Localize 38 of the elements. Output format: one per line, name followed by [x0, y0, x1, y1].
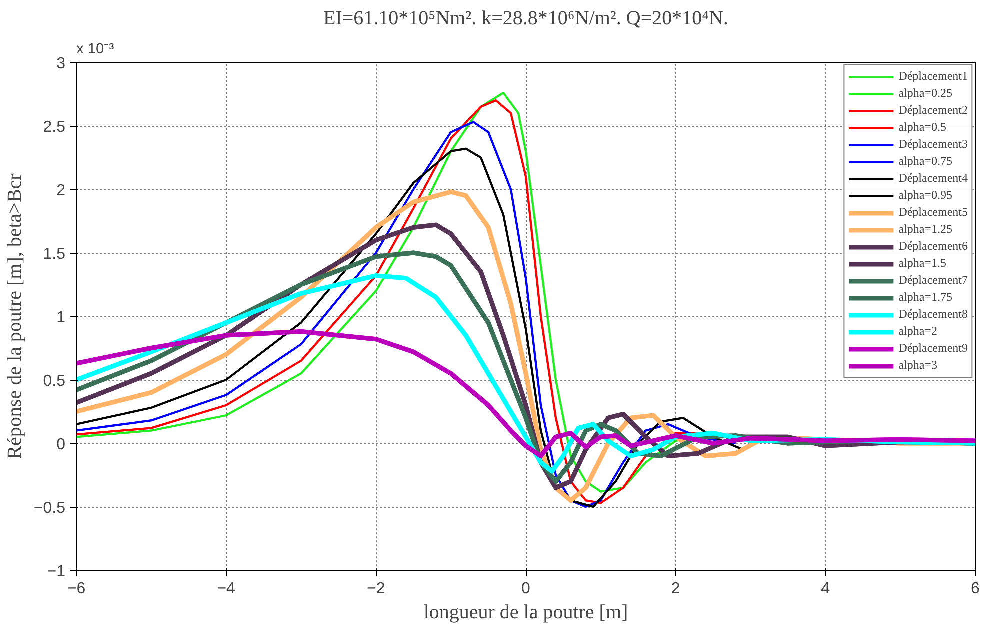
y-tick-label: 0 [56, 436, 66, 454]
text: x 10⁻³ [76, 42, 114, 58]
y-axis-title: Réponse de la poutre [m], beta>Bcr [4, 173, 26, 460]
y-tick-label: 0.5 [43, 373, 66, 390]
legend-label: Déplacement3 [898, 137, 968, 152]
legend-label: Déplacement4 [898, 171, 968, 186]
y-tick-label: −0.5 [34, 500, 66, 517]
x-tick-label: −4 [217, 580, 236, 598]
legend-label: alpha=2 [898, 324, 938, 339]
legend-label: alpha=0.95 [898, 188, 952, 203]
legend-label: alpha=1.75 [898, 290, 952, 305]
chart-title: EI=61.10*10⁵Nm². k=28.8*10⁶N/m². Q=20*10⁴N. [323, 8, 729, 30]
legend-label: alpha=0.25 [898, 86, 952, 101]
legend-label: alpha=1.5 [898, 256, 946, 271]
x-tick-label: 6 [971, 580, 980, 598]
legend-label: alpha=0.75 [898, 154, 952, 169]
y-tick-label: 3 [56, 56, 66, 72]
legend-label: alpha=1.25 [898, 222, 952, 237]
y-tick-label: −1 [47, 564, 66, 580]
x-tick-label: 4 [821, 580, 830, 598]
legend-label: Déplacement6 [898, 239, 968, 254]
x-tick-label: −2 [367, 580, 386, 598]
x-tick-label: 2 [671, 580, 680, 598]
legend-label: Déplacement2 [898, 103, 968, 118]
x-tick-label: 0 [522, 580, 531, 598]
legend-label: Déplacement1 [898, 69, 968, 84]
x-axis-title: longueur de la poutre [m] [424, 602, 628, 624]
legend-label: alpha=3 [898, 358, 938, 373]
legend-label: Déplacement5 [898, 205, 968, 220]
y-tick-label: 1 [56, 310, 66, 326]
legend-label: alpha=0.5 [898, 120, 946, 135]
legend-label: Déplacement7 [898, 273, 968, 288]
legend-label: Déplacement8 [898, 307, 968, 322]
legend-label: Déplacement9 [898, 341, 968, 356]
x-tick-label: −6 [67, 580, 86, 598]
y-tick-label: 2.5 [43, 119, 66, 136]
y-tick-label: 2 [56, 182, 66, 200]
y-tick-label: 1.5 [43, 246, 66, 263]
